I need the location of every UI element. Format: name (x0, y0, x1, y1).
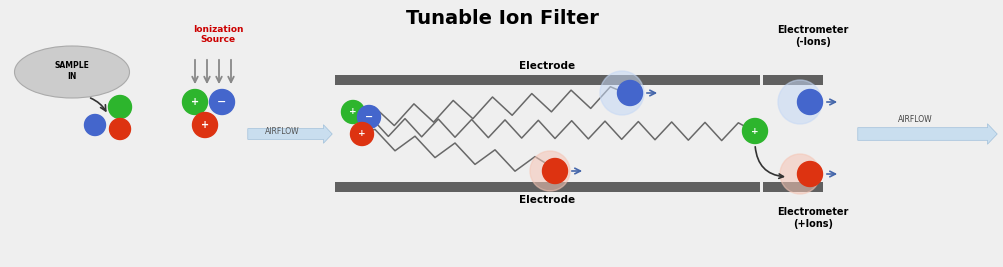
Circle shape (210, 89, 235, 115)
Circle shape (796, 89, 821, 115)
Text: Ionization
Source: Ionization Source (193, 25, 243, 44)
Text: SAMPLE
IN: SAMPLE IN (54, 61, 89, 81)
FancyBboxPatch shape (762, 75, 822, 85)
Text: +: + (191, 97, 199, 107)
Text: Tunable Ion Filter: Tunable Ion Filter (405, 9, 598, 28)
FancyArrowPatch shape (857, 124, 996, 144)
Circle shape (183, 89, 208, 115)
Text: Electrode: Electrode (519, 61, 575, 71)
FancyBboxPatch shape (335, 75, 759, 85)
Text: Electrode: Electrode (519, 195, 575, 205)
Circle shape (350, 123, 373, 146)
Text: Electrometer
(+Ions): Electrometer (+Ions) (776, 207, 848, 229)
FancyBboxPatch shape (335, 182, 759, 192)
Text: AIRFLOW: AIRFLOW (265, 128, 299, 136)
Ellipse shape (14, 46, 129, 98)
Text: Electrometer
(-Ions): Electrometer (-Ions) (776, 25, 848, 47)
Circle shape (796, 162, 821, 187)
Circle shape (777, 80, 821, 124)
FancyArrowPatch shape (248, 125, 332, 143)
Text: +: + (201, 120, 209, 130)
Circle shape (341, 100, 364, 124)
Text: −: − (364, 112, 373, 122)
Text: −: − (217, 97, 227, 107)
Circle shape (617, 80, 642, 105)
FancyArrowPatch shape (754, 147, 782, 178)
Circle shape (542, 159, 567, 183)
Text: +: + (358, 129, 365, 139)
Circle shape (84, 115, 105, 135)
Circle shape (109, 119, 130, 139)
Circle shape (742, 119, 766, 143)
Circle shape (357, 105, 380, 128)
Text: AIRFLOW: AIRFLOW (897, 116, 932, 124)
Circle shape (193, 112, 218, 138)
FancyBboxPatch shape (762, 182, 822, 192)
Circle shape (600, 71, 643, 115)
Circle shape (530, 151, 570, 191)
Text: +: + (349, 108, 356, 116)
Circle shape (108, 96, 131, 119)
Circle shape (779, 154, 819, 194)
Text: +: + (750, 127, 758, 135)
